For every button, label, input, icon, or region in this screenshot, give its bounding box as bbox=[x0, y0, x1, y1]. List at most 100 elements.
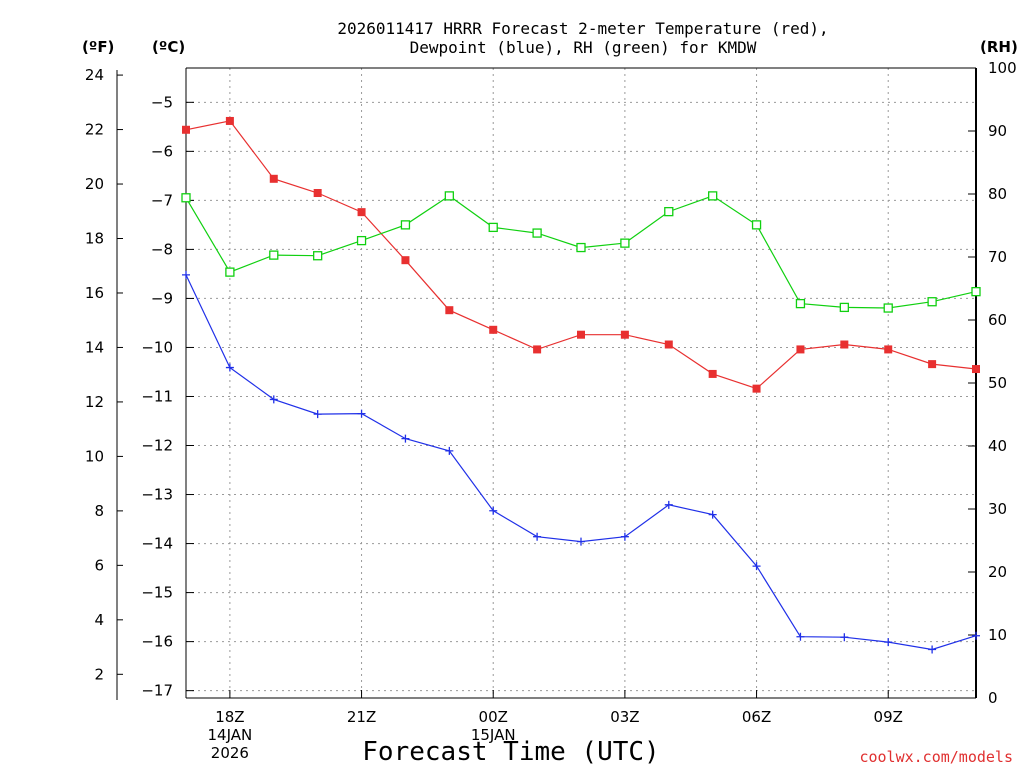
dewpoint-point bbox=[664, 500, 673, 509]
series-layer bbox=[181, 116, 981, 654]
rh-point bbox=[839, 302, 849, 313]
celsius-tick-label: −9 bbox=[151, 289, 173, 307]
temperature-point bbox=[708, 369, 717, 378]
x-tick-label: 14JAN bbox=[208, 726, 253, 744]
temperature-point bbox=[577, 330, 585, 339]
temperature-point bbox=[664, 340, 673, 349]
fahrenheit-tick-label: 8 bbox=[94, 502, 104, 520]
dewpoint-point bbox=[445, 446, 454, 455]
rh-tick-label: 10 bbox=[988, 626, 1007, 644]
temperature-point bbox=[533, 345, 542, 354]
celsius-tick-label: −7 bbox=[151, 191, 173, 209]
rh-point bbox=[751, 220, 762, 230]
celsius-tick-label: −11 bbox=[141, 387, 173, 405]
fahrenheit-tick-label: 18 bbox=[85, 230, 104, 248]
fahrenheit-unit-label: (ºF) bbox=[82, 38, 114, 56]
rh-point bbox=[400, 220, 411, 230]
rh-point bbox=[620, 238, 630, 248]
dewpoint-point bbox=[796, 632, 805, 641]
chart-title-line1: 2026011417 HRRR Forecast 2-meter Tempera… bbox=[337, 19, 828, 38]
temperature-point bbox=[182, 125, 190, 134]
rh-point bbox=[708, 191, 718, 201]
x-tick-label: 21Z bbox=[347, 708, 376, 726]
rh-point bbox=[444, 191, 454, 201]
dewpoint-point bbox=[182, 270, 190, 279]
celsius-tick-label: −8 bbox=[151, 240, 173, 258]
dewpoint-point bbox=[752, 562, 761, 571]
x-tick-label: 18Z bbox=[215, 708, 244, 726]
temperature-point bbox=[357, 208, 366, 217]
celsius-tick-label: −10 bbox=[141, 338, 173, 356]
rh-tick-label: 50 bbox=[988, 374, 1007, 392]
chart-title-line2: Dewpoint (blue), RH (green) for KMDW bbox=[410, 38, 757, 57]
rh-point bbox=[795, 298, 806, 309]
credit-text: coolwx.com/models bbox=[859, 748, 1013, 766]
rh-point bbox=[488, 222, 498, 233]
rh-tick-label: 40 bbox=[988, 437, 1007, 455]
celsius-tick-label: −15 bbox=[141, 584, 173, 602]
temperature-point bbox=[489, 325, 498, 334]
dewpoint-point bbox=[225, 363, 234, 372]
temperature-point bbox=[884, 345, 893, 354]
temperature-point bbox=[401, 256, 410, 265]
temperature-point bbox=[269, 174, 278, 183]
fahrenheit-tick-label: 16 bbox=[85, 284, 104, 302]
x-tick-label: 00Z bbox=[479, 708, 508, 726]
temperature-point bbox=[840, 340, 849, 349]
rh-unit-label: (RH) bbox=[980, 38, 1018, 56]
fahrenheit-tick-label: 6 bbox=[94, 556, 104, 574]
temperature-point bbox=[225, 116, 234, 125]
rh-tick-label: 70 bbox=[988, 248, 1007, 266]
dewpoint-point bbox=[269, 395, 278, 404]
x-tick-label: 09Z bbox=[874, 708, 903, 726]
temperature-point bbox=[445, 306, 454, 315]
dewpoint-point bbox=[884, 638, 893, 647]
fahrenheit-tick-label: 4 bbox=[94, 611, 104, 629]
temperature-point bbox=[313, 189, 322, 198]
dewpoint-point bbox=[533, 532, 542, 541]
rh-point bbox=[576, 242, 586, 253]
dewpoint-point bbox=[840, 633, 849, 642]
rh-point bbox=[532, 228, 542, 238]
x-tick-label: 03Z bbox=[610, 708, 639, 726]
axes: −17−16−15−14−13−12−11−10−9−8−7−6−5246810… bbox=[85, 59, 1017, 762]
temperature-point bbox=[620, 330, 629, 339]
rh-tick-label: 30 bbox=[988, 500, 1007, 518]
x-tick-label: 06Z bbox=[742, 708, 771, 726]
fahrenheit-tick-label: 20 bbox=[85, 175, 104, 193]
celsius-tick-label: −12 bbox=[141, 437, 173, 455]
rh-point bbox=[269, 250, 279, 260]
dewpoint-point bbox=[401, 434, 410, 443]
rh-point bbox=[313, 251, 323, 261]
rh-point bbox=[883, 303, 893, 313]
rh-point bbox=[971, 286, 981, 297]
x-tick-label: 2026 bbox=[211, 744, 249, 762]
rh-point bbox=[356, 235, 367, 246]
rh-tick-label: 60 bbox=[988, 311, 1007, 329]
temperature-point bbox=[972, 365, 980, 374]
dewpoint-point bbox=[357, 409, 366, 418]
rh-tick-label: 0 bbox=[988, 689, 998, 707]
temperature-point bbox=[928, 360, 937, 369]
fahrenheit-tick-label: 22 bbox=[85, 121, 104, 139]
dewpoint-point bbox=[313, 410, 322, 419]
fahrenheit-tick-label: 12 bbox=[85, 393, 104, 411]
dewpoint-point bbox=[620, 532, 629, 541]
rh-tick-label: 20 bbox=[988, 563, 1007, 581]
temperature-point bbox=[796, 345, 805, 354]
temperature-point bbox=[752, 384, 761, 393]
celsius-tick-label: −13 bbox=[141, 486, 173, 504]
rh-tick-label: 80 bbox=[988, 185, 1007, 203]
dewpoint-point bbox=[708, 510, 717, 519]
celsius-unit-label: (ºC) bbox=[152, 38, 185, 56]
rh-tick-label: 90 bbox=[988, 122, 1007, 140]
fahrenheit-tick-label: 14 bbox=[85, 338, 104, 356]
rh-tick-label: 100 bbox=[988, 59, 1017, 77]
dewpoint-point bbox=[928, 645, 937, 654]
rh-point bbox=[927, 297, 937, 307]
celsius-tick-label: −5 bbox=[151, 93, 173, 111]
celsius-tick-label: −6 bbox=[151, 142, 173, 160]
rh-point bbox=[664, 206, 674, 217]
